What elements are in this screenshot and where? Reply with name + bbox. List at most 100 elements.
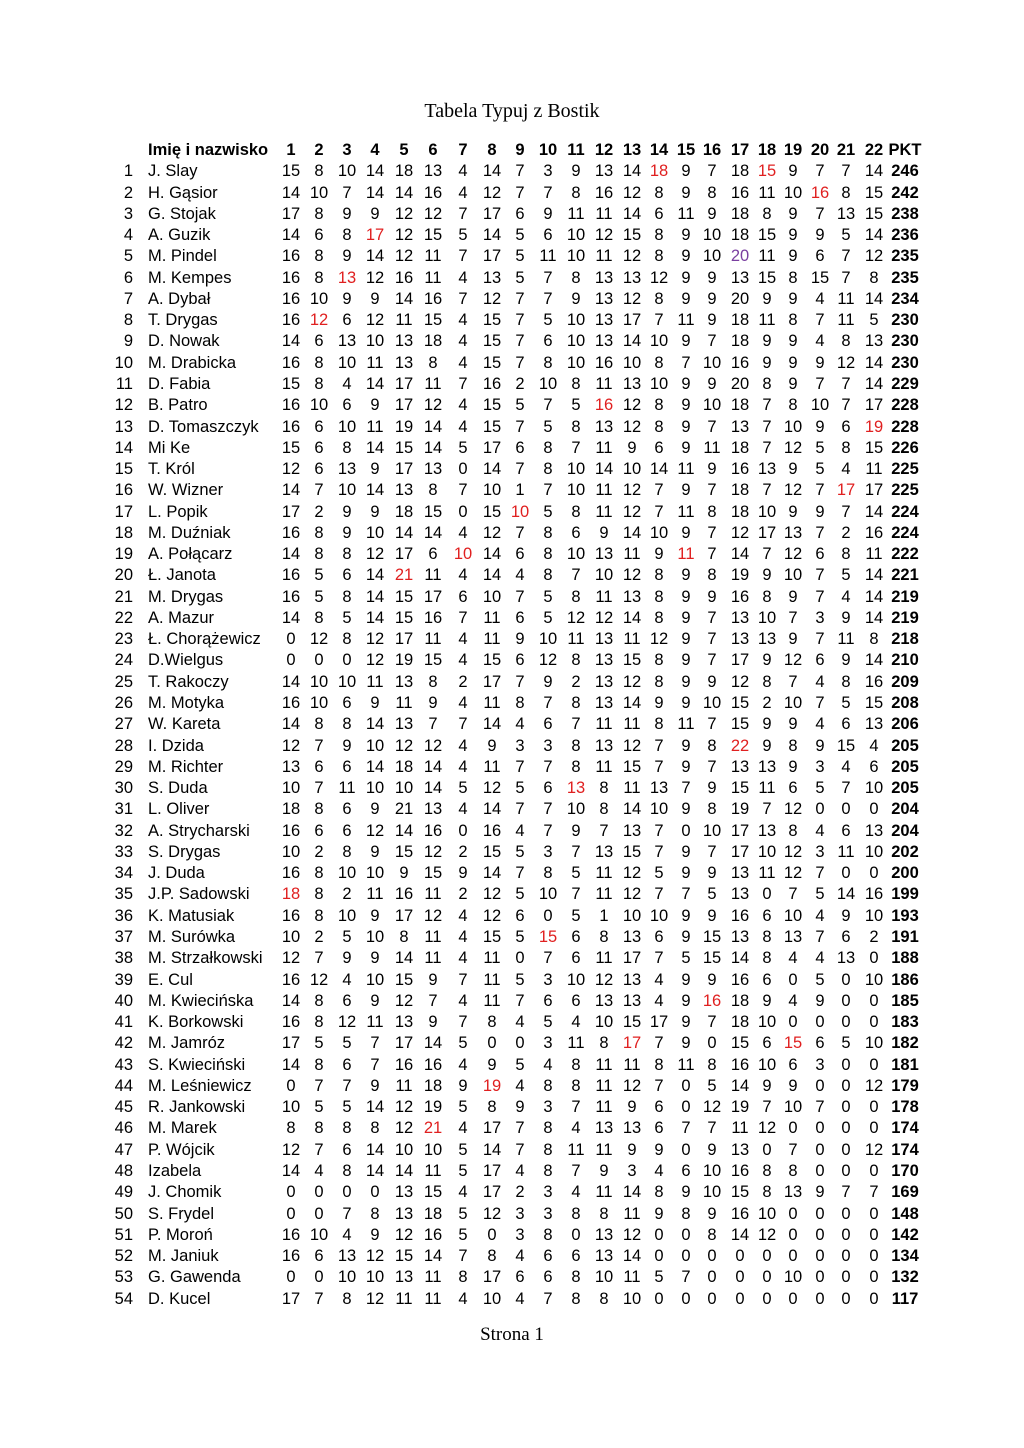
row-name: M. Kwiecińska xyxy=(148,991,254,1010)
row-score: 15 xyxy=(622,651,642,670)
row-score: 11 xyxy=(395,694,413,713)
row-points: 224 xyxy=(891,523,919,542)
row-score: 14 xyxy=(365,481,385,500)
row-score: 4 xyxy=(458,949,468,968)
row-score: 7 xyxy=(543,289,553,308)
row-score: 4 xyxy=(654,991,664,1010)
row-score: 5 xyxy=(458,1098,468,1117)
row-score: 0 xyxy=(286,630,296,649)
row-score: 0 xyxy=(342,1183,352,1202)
row-score: 0 xyxy=(571,1225,581,1244)
row-score: 11 xyxy=(424,247,442,266)
row-points: 228 xyxy=(891,396,919,415)
row-score: 8 xyxy=(314,800,324,819)
row-score: 18 xyxy=(730,481,750,500)
row-score: 0 xyxy=(681,821,691,840)
row-score: 4 xyxy=(458,927,468,946)
row-score: 7 xyxy=(458,289,468,308)
row-score: 8 xyxy=(841,545,851,564)
row-score: 9 xyxy=(599,1161,609,1180)
row-score: 16 xyxy=(730,906,750,925)
row-points: 230 xyxy=(891,332,919,351)
row-score: 5 xyxy=(815,970,825,989)
row-score: 9 xyxy=(707,906,717,925)
row-score: 0 xyxy=(869,1289,879,1308)
row-score: 5 xyxy=(458,1225,468,1244)
row-score: 7 xyxy=(815,374,825,393)
row-score: 7 xyxy=(681,1268,691,1287)
row-score: 17 xyxy=(482,1183,502,1202)
row-score: 16 xyxy=(594,353,614,372)
row-score: 13 xyxy=(730,885,750,904)
row-score: 8 xyxy=(342,438,352,457)
row-score: 10 xyxy=(281,927,301,946)
row-score: 12 xyxy=(394,1225,414,1244)
row-score: 7 xyxy=(571,1098,581,1117)
row-score: 9 xyxy=(707,587,717,606)
row-score: 7 xyxy=(841,247,851,266)
row-score: 7 xyxy=(543,481,553,500)
row-score: 11 xyxy=(703,438,721,457)
row-rank: 30 xyxy=(114,779,133,798)
row-score: 8 xyxy=(487,1013,497,1032)
row-score: 16 xyxy=(281,417,301,436)
row-score: 14 xyxy=(622,800,642,819)
row-score: 10 xyxy=(309,694,329,713)
row-score: 10 xyxy=(702,226,722,245)
row-score: 5 xyxy=(515,226,525,245)
row-score: 10 xyxy=(423,1140,443,1159)
row-name: T. Drygas xyxy=(148,311,218,330)
row-score: 11 xyxy=(623,1055,641,1074)
row-score: 9 xyxy=(681,991,691,1010)
row-score: 7 xyxy=(654,1076,664,1095)
row-score: 7 xyxy=(543,694,553,713)
page-footer: Strona 1 xyxy=(480,1324,544,1345)
row-score: 7 xyxy=(515,523,525,542)
row-score: 0 xyxy=(314,1268,324,1287)
row-score: 8 xyxy=(314,885,324,904)
row-score: 13 xyxy=(594,630,614,649)
row-score: 13 xyxy=(730,268,750,287)
row-points: 235 xyxy=(891,268,919,287)
row-score: 3 xyxy=(627,1161,637,1180)
row-score: 11 xyxy=(424,1289,442,1308)
row-score: 19 xyxy=(394,417,414,436)
row-score: 3 xyxy=(815,842,825,861)
row-score: 12 xyxy=(482,1204,502,1223)
row-score: 0 xyxy=(458,821,468,840)
row-score: 8 xyxy=(654,608,664,627)
row-score: 8 xyxy=(342,226,352,245)
row-score: 8 xyxy=(571,587,581,606)
row-score: 14 xyxy=(482,545,502,564)
row-score: 11 xyxy=(595,1055,613,1074)
row-score: 13 xyxy=(864,715,884,734)
row-score: 0 xyxy=(543,906,553,925)
row-score: 3 xyxy=(543,970,553,989)
row-score: 6 xyxy=(314,226,324,245)
row-score: 6 xyxy=(815,247,825,266)
header-round: 12 xyxy=(594,141,614,159)
row-score: 0 xyxy=(869,1225,879,1244)
row-score: 8 xyxy=(571,502,581,521)
row-score: 5 xyxy=(458,1204,468,1223)
row-score: 10 xyxy=(538,885,558,904)
row-score: 4 xyxy=(815,906,825,925)
row-score: 4 xyxy=(815,821,825,840)
row-score: 0 xyxy=(735,1289,745,1308)
row-score: 12 xyxy=(394,247,414,266)
row-score: 14 xyxy=(482,460,502,479)
row-score: 9 xyxy=(681,736,691,755)
row-points: 222 xyxy=(891,545,919,564)
row-score: 9 xyxy=(681,268,691,287)
row-score: 16 xyxy=(730,1204,750,1223)
row-score: 18 xyxy=(423,1204,443,1223)
row-score: 9 xyxy=(762,332,772,351)
row-score: 17 xyxy=(394,1034,414,1053)
row-score: 0 xyxy=(788,1013,798,1032)
row-rank: 10 xyxy=(114,353,133,372)
row-score: 6 xyxy=(841,715,851,734)
row-rank: 27 xyxy=(114,715,133,734)
row-score: 4 xyxy=(458,396,468,415)
row-score: 10 xyxy=(309,396,329,415)
